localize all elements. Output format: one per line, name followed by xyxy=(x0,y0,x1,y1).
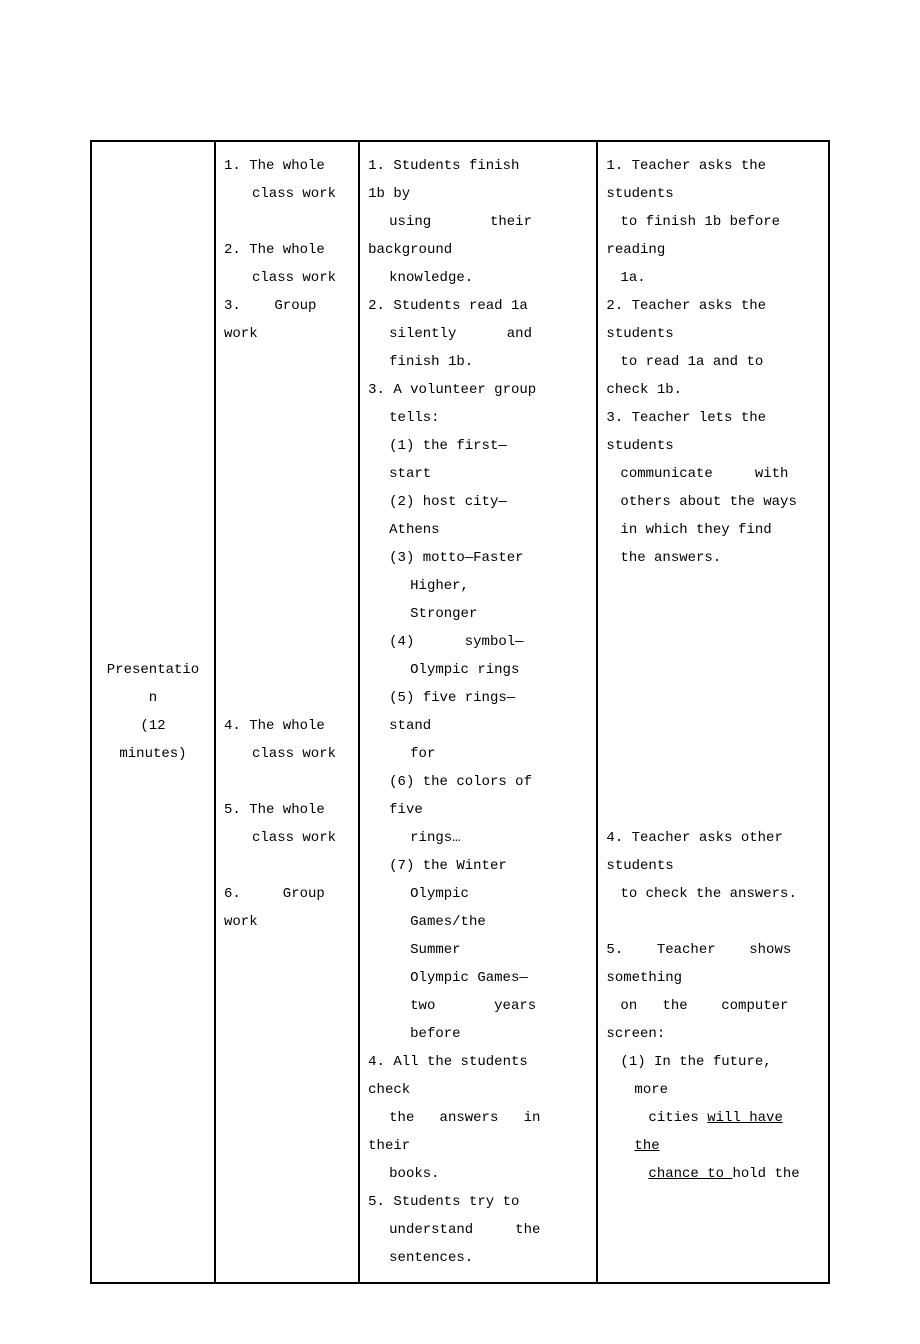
activity-text: Stronger xyxy=(368,600,588,628)
teacher-text: students xyxy=(606,852,820,880)
activity-text: start xyxy=(368,460,588,488)
stage-label: n xyxy=(100,684,206,712)
activity-text: (4) symbol— xyxy=(368,628,588,656)
activity-text: silently and xyxy=(368,320,588,348)
teacher-text: to read 1a and to xyxy=(606,348,820,376)
activity-text: finish 1b. xyxy=(368,348,588,376)
activity-text: 4. All the students xyxy=(368,1048,588,1076)
underlined-text: the xyxy=(634,1138,659,1154)
teacher-text: others about the ways xyxy=(606,488,820,516)
teacher-text: 2. Teacher asks the xyxy=(606,292,820,320)
list-item: work xyxy=(224,908,350,936)
activity-text: Athens xyxy=(368,516,588,544)
activity-text: for xyxy=(368,740,588,768)
activity-text: the answers in xyxy=(368,1104,588,1132)
teacher-text: students xyxy=(606,432,820,460)
activity-text: Higher, xyxy=(368,572,588,600)
stage-cell: Presentatio n (12 minutes) xyxy=(91,141,215,1283)
activity-text: rings… xyxy=(368,824,588,852)
activity-text: five xyxy=(368,796,588,824)
activity-text: (3) motto—Faster xyxy=(368,544,588,572)
activity-text: Games/the xyxy=(368,908,588,936)
teacher-text: check 1b. xyxy=(606,376,820,404)
list-item: class work xyxy=(224,264,350,292)
activity-text: their xyxy=(368,1132,588,1160)
underlined-text: will have xyxy=(707,1110,783,1126)
text: cities xyxy=(648,1110,707,1126)
list-item: 3. Group xyxy=(224,292,350,320)
activity-text: Olympic Games— xyxy=(368,964,588,992)
list-item: 4. The whole xyxy=(224,712,350,740)
teacher-text: 1. Teacher asks the xyxy=(606,152,820,180)
teacher-text: 4. Teacher asks other xyxy=(606,824,820,852)
teacher-activity-cell: 1. Teacher asks the students to finish 1… xyxy=(597,141,829,1283)
list-item: 2. The whole xyxy=(224,236,350,264)
activity-text: Olympic xyxy=(368,880,588,908)
activity-text: check xyxy=(368,1076,588,1104)
teacher-text: students xyxy=(606,320,820,348)
list-item: class work xyxy=(224,180,350,208)
activity-text: using their xyxy=(368,208,588,236)
teacher-text: chance to hold the xyxy=(606,1160,820,1188)
text: hold the xyxy=(732,1166,799,1182)
activity-text: Summer xyxy=(368,936,588,964)
stage-label: Presentatio xyxy=(100,656,206,684)
activity-text: (7) the Winter xyxy=(368,852,588,880)
list-item: 5. The whole xyxy=(224,796,350,824)
teacher-text: to check the answers. xyxy=(606,880,820,908)
list-item: class work xyxy=(224,824,350,852)
teacher-text: screen: xyxy=(606,1020,820,1048)
activity-text: 5. Students try to xyxy=(368,1188,588,1216)
lesson-plan-table: Presentatio n (12 minutes) 1. The whole … xyxy=(90,140,830,1284)
activity-text: background xyxy=(368,236,588,264)
stage-label: (12 xyxy=(100,712,206,740)
list-item: work xyxy=(224,320,350,348)
list-item: 6. Group xyxy=(224,880,350,908)
activity-text: stand xyxy=(368,712,588,740)
teacher-text: 5. Teacher shows xyxy=(606,936,820,964)
activity-text: sentences. xyxy=(368,1244,588,1272)
activity-text: 3. A volunteer group xyxy=(368,376,588,404)
activity-text: (2) host city— xyxy=(368,488,588,516)
activity-text: (5) five rings— xyxy=(368,684,588,712)
teacher-text: in which they find xyxy=(606,516,820,544)
list-item: class work xyxy=(224,740,350,768)
student-activity-cell: 1. Students finish 1b by using their bac… xyxy=(359,141,597,1283)
underlined-text: chance to xyxy=(648,1166,732,1182)
activity-text: 1. Students finish xyxy=(368,152,588,180)
teacher-text: the answers. xyxy=(606,544,820,572)
teacher-text: students xyxy=(606,180,820,208)
activity-text: Olympic rings xyxy=(368,656,588,684)
activity-text: 1b by xyxy=(368,180,588,208)
activity-text: (6) the colors of xyxy=(368,768,588,796)
activity-text: books. xyxy=(368,1160,588,1188)
teacher-text: on the computer xyxy=(606,992,820,1020)
table-row: Presentatio n (12 minutes) 1. The whole … xyxy=(91,141,829,1283)
activity-text: before xyxy=(368,1020,588,1048)
teacher-text: cities will have xyxy=(606,1104,820,1132)
stage-label: minutes) xyxy=(100,740,206,768)
teacher-text: 3. Teacher lets the xyxy=(606,404,820,432)
teacher-text: the xyxy=(606,1132,820,1160)
activity-text: understand the xyxy=(368,1216,588,1244)
activity-text: tells: xyxy=(368,404,588,432)
list-item: 1. The whole xyxy=(224,152,350,180)
teacher-text: communicate with xyxy=(606,460,820,488)
interaction-cell: 1. The whole class work 2. The whole cla… xyxy=(215,141,359,1283)
teacher-text: something xyxy=(606,964,820,992)
activity-text: (1) the first— xyxy=(368,432,588,460)
teacher-text: more xyxy=(606,1076,820,1104)
document-page: Presentatio n (12 minutes) 1. The whole … xyxy=(0,0,920,1344)
teacher-text: to finish 1b before xyxy=(606,208,820,236)
activity-text: knowledge. xyxy=(368,264,588,292)
teacher-text: reading xyxy=(606,236,820,264)
activity-text: two years xyxy=(368,992,588,1020)
teacher-text: (1) In the future, xyxy=(606,1048,820,1076)
activity-text: 2. Students read 1a xyxy=(368,292,588,320)
teacher-text: 1a. xyxy=(606,264,820,292)
